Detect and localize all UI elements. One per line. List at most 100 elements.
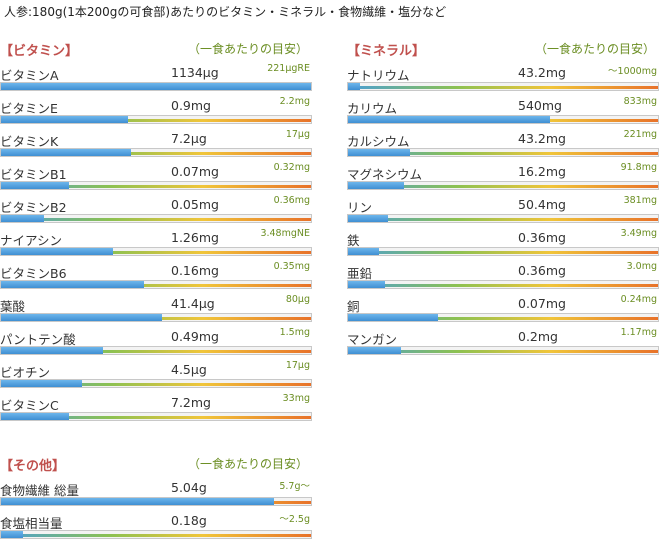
mineral-section-guide: （一食あたりの目安） — [534, 42, 655, 56]
nutrient-target: 381mg — [623, 195, 657, 206]
nutrient-bar-fill — [348, 215, 389, 222]
nutrient-scale-gradient — [348, 86, 658, 89]
nutrient-bar-track — [0, 346, 312, 355]
nutrient-amount: 7.2μg — [171, 131, 207, 146]
nutrient-bar-fill — [1, 281, 144, 288]
nutrient-bar-track — [347, 82, 659, 91]
nutrient-bar-fill — [348, 347, 401, 354]
nutrient-scale-gradient — [348, 251, 658, 254]
nutrient-name: 食物繊維 総量 — [0, 483, 79, 498]
nutrient-bar-fill — [1, 314, 163, 321]
nutrient-bar-fill — [348, 83, 361, 90]
nutrient-target: 5.7g～ — [279, 481, 310, 492]
mineral-section-header: 【ミネラル】 （一食あたりの目安） — [347, 40, 659, 60]
nutrient-row: ビタミンK 7.2μg 17μg — [0, 126, 312, 159]
nutrient-target: 221μgRE — [267, 63, 310, 74]
nutrient-row: カリウム 540mg 833mg — [347, 93, 659, 126]
nutrient-target: 3.48mgNE — [260, 228, 310, 239]
nutrient-target: 0.35mg — [273, 261, 310, 272]
nutrient-amount: 0.07mg — [518, 296, 566, 311]
nutrient-name: ビタミンB1 — [0, 167, 67, 182]
nutrient-bar-track — [0, 412, 312, 421]
nutrient-bar-track — [0, 115, 312, 124]
nutrient-name: ビタミンK — [0, 134, 59, 149]
nutrient-name: ビタミンE — [0, 101, 58, 116]
nutrient-target: 0.24mg — [620, 294, 657, 305]
nutrient-amount: 0.16mg — [171, 263, 219, 278]
nutrient-scale-gradient — [348, 350, 658, 353]
nutrient-row: パントテン酸 0.49mg 1.5mg — [0, 324, 312, 357]
nutrient-row: カルシウム 43.2mg 221mg — [347, 126, 659, 159]
nutrient-name: カルシウム — [347, 134, 410, 149]
nutrient-target: 1.17mg — [620, 327, 657, 338]
nutrient-amount: 43.2mg — [518, 131, 566, 146]
nutrient-scale-gradient — [1, 383, 311, 386]
nutrient-bar-fill — [1, 149, 132, 156]
nutrient-amount: 0.18g — [171, 513, 207, 528]
nutrient-bar-track — [347, 280, 659, 289]
nutrient-bar-track — [0, 82, 312, 91]
nutrient-target: 833mg — [623, 96, 657, 107]
nutrient-bar-track — [347, 313, 659, 322]
nutrient-row: ナイアシン 1.26mg 3.48mgNE — [0, 225, 312, 258]
nutrient-target: 0.36mg — [273, 195, 310, 206]
nutrient-bar-track — [347, 181, 659, 190]
nutrient-bar-fill — [1, 248, 113, 255]
nutrient-scale-gradient — [348, 185, 658, 188]
nutrient-bar-fill — [1, 498, 274, 505]
nutrient-name: リン — [347, 200, 373, 215]
nutrient-row: ビタミンC 7.2mg 33mg — [0, 390, 312, 423]
nutrient-name: ナトリウム — [347, 68, 410, 83]
nutrient-target: ～2.5g — [279, 514, 310, 525]
nutrient-target: 2.2mg — [279, 96, 310, 107]
mineral-section: 【ミネラル】 （一食あたりの目安） ナトリウム 43.2mg ～1000mg カリウム… — [347, 40, 659, 357]
nutrient-scale-gradient — [1, 119, 311, 122]
nutrient-bar-fill — [1, 347, 104, 354]
nutrient-scale-gradient — [1, 218, 311, 221]
nutrient-name: マグネシウム — [347, 167, 423, 182]
nutrient-bar-fill — [348, 182, 404, 189]
nutrient-bar-track — [0, 497, 312, 506]
nutrient-name: ビタミンB2 — [0, 200, 67, 215]
nutrient-bar-fill — [1, 380, 82, 387]
nutrient-amount: 540mg — [518, 98, 562, 113]
nutrient-name: 銅 — [347, 299, 360, 314]
nutrient-bar-fill — [348, 248, 379, 255]
nutrient-name: ナイアシン — [0, 233, 63, 248]
nutrient-row: ビタミンB2 0.05mg 0.36mg — [0, 192, 312, 225]
nutrient-name: マンガン — [347, 332, 398, 347]
other-section: 【その他】 （一食あたりの目安） 食物繊維 総量 5.04g 5.7g～ 食塩相当量 0… — [0, 455, 312, 541]
nutrient-target: 1.5mg — [279, 327, 310, 338]
nutrient-scale-gradient — [348, 218, 658, 221]
nutrient-row: 食物繊維 総量 5.04g 5.7g～ — [0, 475, 312, 508]
nutrient-row: ビタミンE 0.9mg 2.2mg — [0, 93, 312, 126]
nutrient-row: ビタミンA 1134μg 221μgRE — [0, 60, 312, 93]
nutrient-row: 銅 0.07mg 0.24mg — [347, 291, 659, 324]
nutrient-bar-fill — [1, 413, 70, 420]
nutrient-bar-fill — [348, 281, 386, 288]
nutrient-row: リン 50.4mg 381mg — [347, 192, 659, 225]
nutrient-row: ナトリウム 43.2mg ～1000mg — [347, 60, 659, 93]
nutrient-bar-fill — [1, 531, 23, 538]
nutrient-amount: 0.36mg — [518, 263, 566, 278]
nutrient-target: ～1000mg — [608, 66, 657, 77]
nutrient-amount: 0.07mg — [171, 164, 219, 179]
nutrient-name: 亜鉛 — [347, 266, 373, 281]
nutrient-scale-gradient — [1, 185, 311, 188]
other-section-header: 【その他】 （一食あたりの目安） — [0, 455, 312, 475]
nutrient-scale-gradient — [348, 284, 658, 287]
nutrient-bar-track — [0, 530, 312, 539]
nutrient-target: 80μg — [285, 294, 310, 305]
nutrient-bar-track — [347, 148, 659, 157]
nutrient-bar-track — [0, 247, 312, 256]
nutrient-bar-track — [0, 148, 312, 157]
nutrient-target: 91.8mg — [620, 162, 657, 173]
nutrient-row: マグネシウム 16.2mg 91.8mg — [347, 159, 659, 192]
nutrient-amount: 16.2mg — [518, 164, 566, 179]
mineral-list: ナトリウム 43.2mg ～1000mg カリウム 540mg 833mg カルシウム 43.… — [347, 60, 659, 357]
nutrient-row: ビオチン 4.5μg 17μg — [0, 357, 312, 390]
nutrient-row: 亜鉛 0.36mg 3.0mg — [347, 258, 659, 291]
nutrient-bar-track — [0, 280, 312, 289]
nutrient-bar-fill — [1, 83, 311, 90]
nutrient-row: ビタミンB1 0.07mg 0.32mg — [0, 159, 312, 192]
